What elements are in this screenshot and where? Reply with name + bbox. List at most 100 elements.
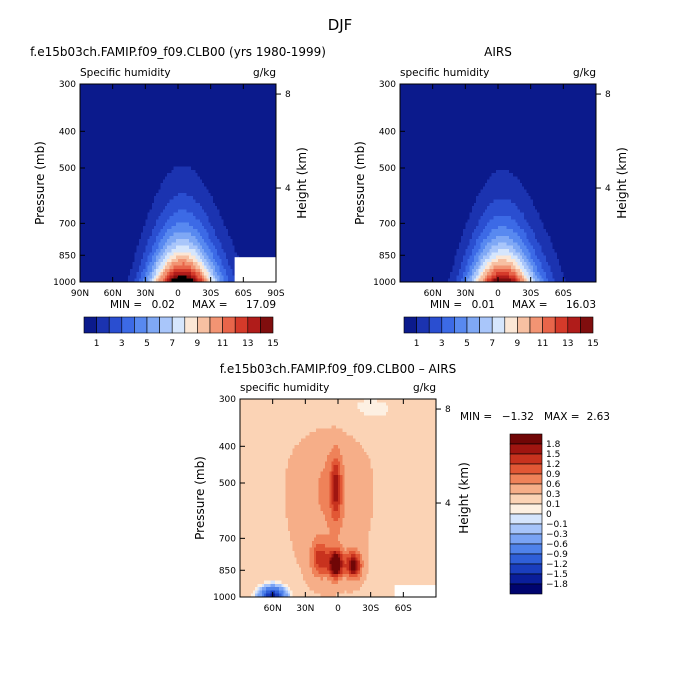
contour-cell <box>471 249 479 253</box>
colorbar-label: 11 <box>217 339 228 349</box>
contour-cell <box>240 432 311 436</box>
contour-cell <box>344 494 374 499</box>
contour-cell <box>240 504 287 509</box>
contour-cell <box>199 268 203 273</box>
contour-cell <box>281 593 285 598</box>
contour-cell <box>460 235 473 240</box>
contour-cell <box>348 567 352 572</box>
contour-cell <box>132 262 142 267</box>
colorbar-swatch <box>416 316 430 334</box>
contour-cell <box>80 140 277 144</box>
contour-cell <box>287 517 326 522</box>
contour-field <box>240 399 437 598</box>
x-tick-label: 60N <box>264 604 282 614</box>
contour-cell <box>333 468 339 473</box>
contour-cell <box>331 511 341 516</box>
contour-cell <box>476 239 484 243</box>
contour-cell <box>471 275 477 280</box>
contour-cell <box>290 593 293 598</box>
contour-cell <box>175 239 190 243</box>
colorbar-swatch <box>580 316 594 334</box>
colorbar-label: 1.8 <box>546 440 561 450</box>
contour-cell <box>215 258 223 263</box>
contour-cell <box>331 478 335 483</box>
contour-cell <box>517 222 530 227</box>
contour-cell <box>400 239 462 243</box>
contour-cell <box>342 560 346 565</box>
contour-cell <box>201 206 218 210</box>
contour-cell <box>495 272 510 276</box>
contour-cell <box>329 560 341 565</box>
contour-cell <box>528 239 538 243</box>
contour-cell <box>338 471 341 476</box>
contour-cell <box>342 455 370 459</box>
contour-cell <box>400 278 449 283</box>
contour-cell <box>156 235 164 240</box>
colorbar-swatch <box>504 316 518 334</box>
contour-cell <box>156 268 162 273</box>
contour-cell <box>217 262 223 267</box>
contour-field <box>400 84 597 283</box>
contour-cell <box>143 268 149 273</box>
contour-cell <box>482 229 493 234</box>
contour-cell <box>300 567 313 572</box>
contour-cell <box>331 484 335 489</box>
contour-cell <box>333 484 339 489</box>
contour-cell <box>484 245 493 250</box>
panel-diff-title: f.e15b03ch.FAMIP.f09_f09.CLB00 – AIRS <box>220 362 457 376</box>
contour-cell <box>495 235 510 240</box>
contour-cell <box>355 554 361 558</box>
panel-diff-max-label: MAX = <box>544 411 580 423</box>
contour-cell <box>320 577 324 582</box>
contour-cell <box>342 478 346 483</box>
contour-cell <box>532 229 547 234</box>
contour-cell <box>329 488 333 492</box>
contour-cell <box>552 272 564 276</box>
contour-cell <box>539 272 547 276</box>
contour-cell <box>80 150 277 154</box>
contour-cell <box>469 239 477 243</box>
contour-cell <box>331 448 341 453</box>
colorbar-swatch <box>529 316 543 334</box>
contour-cell <box>458 268 466 273</box>
contour-cell <box>240 557 298 562</box>
contour-cell <box>532 278 536 283</box>
contour-cell <box>487 272 493 276</box>
y-tick-label: 400 <box>379 127 396 137</box>
contour-cell <box>80 123 277 128</box>
contour-cell <box>346 557 352 562</box>
contour-cell <box>447 278 458 283</box>
contour-cell <box>372 494 437 499</box>
contour-cell <box>526 268 532 273</box>
contour-cell <box>279 590 285 595</box>
contour-cell <box>329 474 333 479</box>
contour-cell <box>140 262 146 267</box>
contour-cell <box>240 471 287 476</box>
contour-cell <box>169 275 175 280</box>
contour-cell <box>526 278 530 283</box>
contour-cell <box>263 583 272 588</box>
contour-cell <box>228 275 236 280</box>
contour-cell <box>487 235 497 240</box>
contour-cell <box>515 275 519 280</box>
contour-cell <box>169 278 173 283</box>
contour-cell <box>160 183 205 187</box>
contour-cell <box>524 252 532 257</box>
contour-cell <box>454 255 464 260</box>
contour-cell <box>368 560 437 565</box>
contour-cell <box>450 272 460 276</box>
contour-cell <box>309 550 315 555</box>
contour-cell <box>208 268 214 273</box>
contour-cell <box>195 278 199 283</box>
contour-cell <box>342 474 346 479</box>
contour-cell <box>548 232 597 237</box>
contour-cell <box>368 570 437 575</box>
contour-cell <box>530 196 597 201</box>
contour-cell <box>327 458 335 463</box>
contour-cell <box>340 478 343 483</box>
contour-cell <box>173 275 179 280</box>
contour-cell <box>487 179 521 184</box>
contour-cell <box>240 412 365 417</box>
contour-cell <box>377 399 437 403</box>
contour-cell <box>340 507 346 512</box>
